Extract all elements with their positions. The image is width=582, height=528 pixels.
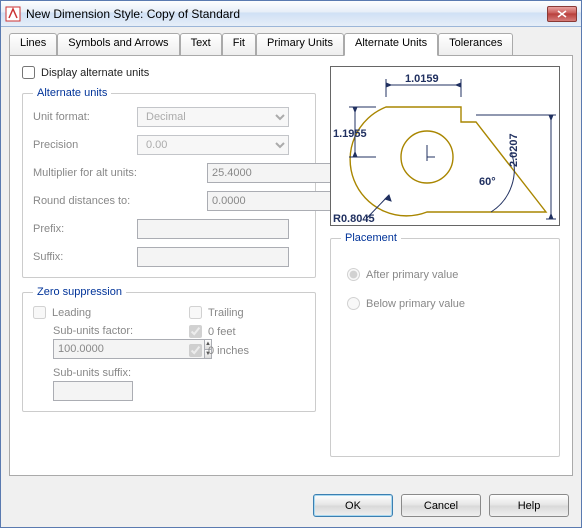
svg-text:1.1955: 1.1955 [333, 128, 367, 140]
precision-label: Precision [33, 139, 137, 151]
tab-fit[interactable]: Fit [222, 33, 256, 55]
tab-symbols-arrows[interactable]: Symbols and Arrows [57, 33, 179, 55]
unit-format-select[interactable]: Decimal [137, 107, 289, 127]
alternate-units-group: Alternate units Unit format: Decimal Pre… [22, 87, 316, 278]
zero-feet-label: 0 feet [208, 326, 236, 338]
zero-feet-checkbox[interactable]: 0 feet [189, 325, 305, 338]
suffix-input[interactable] [137, 247, 289, 267]
svg-text:60°: 60° [479, 176, 496, 188]
zero-inches-label: 0 inches [208, 345, 249, 357]
button-row: OK Cancel Help [1, 484, 581, 527]
unit-format-label: Unit format: [33, 111, 137, 123]
after-primary-radio[interactable]: After primary value [347, 268, 549, 281]
titlebar: New Dimension Style: Copy of Standard [1, 1, 581, 27]
zero-feet-input[interactable] [189, 325, 202, 338]
below-primary-input[interactable] [347, 297, 360, 310]
precision-select[interactable]: 0.00 [137, 135, 289, 155]
svg-text:1.0159: 1.0159 [405, 73, 439, 85]
zero-suppression-legend: Zero suppression [33, 286, 126, 298]
zero-suppression-group: Zero suppression Leading Sub-units facto… [22, 286, 316, 412]
left-column: Display alternate units Alternate units … [22, 66, 316, 465]
trailing-label: Trailing [208, 307, 244, 319]
trailing-checkbox[interactable]: Trailing [189, 306, 305, 319]
leading-input[interactable] [33, 306, 46, 319]
ok-button[interactable]: OK [313, 494, 393, 517]
tab-primary-units[interactable]: Primary Units [256, 33, 344, 55]
placement-group: Placement After primary value Below prim… [330, 232, 560, 457]
multiplier-spinner[interactable]: ▲▼ [207, 163, 287, 183]
sub-units-factor-input[interactable] [53, 339, 205, 359]
placement-legend: Placement [341, 232, 401, 244]
help-button[interactable]: Help [489, 494, 569, 517]
app-icon [5, 6, 21, 22]
below-primary-radio[interactable]: Below primary value [347, 297, 549, 310]
leading-checkbox[interactable]: Leading [33, 306, 149, 319]
below-primary-label: Below primary value [366, 298, 465, 310]
sub-units-suffix-input[interactable] [53, 381, 133, 401]
dimension-preview: 1.0159 1.1955 2.0207 60° R0.8045 [330, 66, 560, 226]
close-button[interactable] [547, 6, 577, 22]
multiplier-label: Multiplier for alt units: [33, 167, 207, 179]
sub-units-factor-label: Sub-units factor: [53, 325, 149, 337]
right-column: 1.0159 1.1955 2.0207 60° R0.8045 Placeme… [330, 66, 560, 465]
svg-text:2.0207: 2.0207 [508, 133, 520, 167]
round-label: Round distances to: [33, 195, 207, 207]
tab-alternate-units[interactable]: Alternate Units [344, 33, 438, 56]
zero-inches-input[interactable] [189, 344, 202, 357]
window-title: New Dimension Style: Copy of Standard [26, 7, 547, 21]
display-alternate-checkbox[interactable]: Display alternate units [22, 66, 316, 79]
sub-units-suffix-label: Sub-units suffix: [53, 367, 149, 379]
zero-inches-checkbox[interactable]: 0 inches [189, 344, 305, 357]
sub-units-factor-spinner[interactable]: ▲▼ [53, 339, 149, 359]
prefix-label: Prefix: [33, 223, 137, 235]
tab-lines[interactable]: Lines [9, 33, 57, 55]
tab-bar: Lines Symbols and Arrows Text Fit Primar… [9, 33, 573, 55]
display-alternate-input[interactable] [22, 66, 35, 79]
leading-label: Leading [52, 307, 91, 319]
after-primary-input[interactable] [347, 268, 360, 281]
svg-text:R0.8045: R0.8045 [333, 213, 375, 225]
dialog-window: New Dimension Style: Copy of Standard Li… [0, 0, 582, 528]
suffix-label: Suffix: [33, 251, 137, 263]
trailing-input[interactable] [189, 306, 202, 319]
after-primary-label: After primary value [366, 269, 458, 281]
dialog-body: Lines Symbols and Arrows Text Fit Primar… [1, 27, 581, 484]
tab-tolerances[interactable]: Tolerances [438, 33, 513, 55]
round-spinner[interactable]: ▲▼ [207, 191, 287, 211]
cancel-button[interactable]: Cancel [401, 494, 481, 517]
alternate-units-legend: Alternate units [33, 87, 111, 99]
prefix-input[interactable] [137, 219, 289, 239]
display-alternate-label: Display alternate units [41, 67, 149, 79]
tab-text[interactable]: Text [180, 33, 222, 55]
tab-panel: Display alternate units Alternate units … [9, 55, 573, 476]
